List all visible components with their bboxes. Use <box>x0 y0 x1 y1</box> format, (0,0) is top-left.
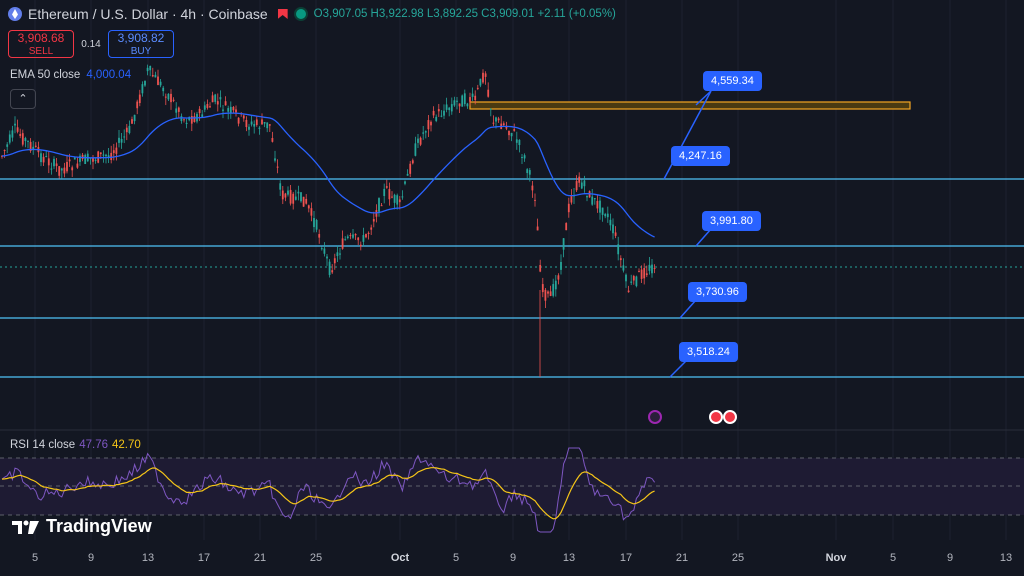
candlestick-series <box>1 64 656 377</box>
resistance-zone <box>469 101 911 110</box>
horizontal-levels[interactable] <box>0 90 1024 378</box>
x-axis-label: 25 <box>309 552 323 564</box>
us-flag-event-icon[interactable] <box>709 410 723 424</box>
level-label-5[interactable]: 3,518.24 <box>679 342 738 362</box>
spread-value: 0.14 <box>81 38 101 50</box>
x-axis-label: 5 <box>452 552 460 564</box>
buy-button[interactable]: 3,908.82 BUY <box>108 30 174 58</box>
chart-grid <box>34 0 1007 540</box>
rocket-event-icon[interactable] <box>648 410 662 424</box>
rsi-value: 47.76 <box>79 439 108 451</box>
market-status-icon[interactable] <box>293 7 308 21</box>
x-axis-label: 5 <box>31 552 39 564</box>
logo-text: TradingView <box>46 516 152 536</box>
x-axis-label: 17 <box>197 552 211 564</box>
rsi-legend[interactable]: RSI 14 close 47.76 42.70 <box>10 439 141 451</box>
level-label-1[interactable]: 4,559.34 <box>703 71 762 91</box>
rsi-ma-value: 42.70 <box>111 439 141 451</box>
buy-price: 3,908.82 <box>117 31 165 45</box>
tradingview-logo[interactable]: TradingView <box>12 516 152 537</box>
x-axis-label: Nov <box>825 552 847 564</box>
buy-label: BUY <box>130 46 152 57</box>
tradingview-logo-icon <box>12 520 39 534</box>
sell-price: 3,908.68 <box>17 31 65 45</box>
ethereum-icon <box>8 7 22 21</box>
x-axis-label: 17 <box>619 552 633 564</box>
chart-header: Ethereum / U.S. Dollar · 4h · Coinbase O… <box>8 6 616 22</box>
rsi-panel <box>0 429 1024 516</box>
x-axis-label: 25 <box>731 552 745 564</box>
x-axis-label: 9 <box>509 552 517 564</box>
chevron-up-icon: ⌃ <box>18 93 28 105</box>
level-label-3[interactable]: 3,991.80 <box>702 211 761 231</box>
x-axis-label: 13 <box>999 552 1013 564</box>
rsi-label: RSI 14 close <box>10 439 76 451</box>
sell-button[interactable]: 3,908.68 SELL <box>8 30 74 58</box>
sell-label: SELL <box>28 46 54 57</box>
flag-icon[interactable] <box>277 9 288 19</box>
symbol-title[interactable]: Ethereum / U.S. Dollar · 4h · Coinbase <box>28 6 268 22</box>
ohlc-values: O3,907.05 H3,922.98 L3,892.25 C3,909.01 … <box>313 8 616 20</box>
x-axis-label: 5 <box>889 552 897 564</box>
level-label-4[interactable]: 3,730.96 <box>688 282 747 302</box>
x-axis-label: 9 <box>87 552 95 564</box>
trade-panel: 3,908.68 SELL 0.14 3,908.82 BUY <box>8 30 174 58</box>
x-axis-label: 9 <box>946 552 954 564</box>
us-flag-event-icon[interactable] <box>723 410 737 424</box>
x-axis-label: 13 <box>562 552 576 564</box>
ema-value: 4,000.04 <box>86 69 132 81</box>
collapse-legend-button[interactable]: ⌃ <box>10 89 36 109</box>
level-label-2[interactable]: 4,247.16 <box>671 146 730 166</box>
rsi-lines <box>1 447 656 533</box>
x-axis-label: Oct <box>390 552 410 564</box>
x-axis-label: 13 <box>141 552 155 564</box>
ema-legend[interactable]: EMA 50 close 4,000.04 <box>10 69 131 81</box>
ema-label: EMA 50 close <box>10 69 81 81</box>
ema-50-line <box>1 112 655 238</box>
x-axis-label: 21 <box>253 552 267 564</box>
x-axis-label: 21 <box>675 552 689 564</box>
